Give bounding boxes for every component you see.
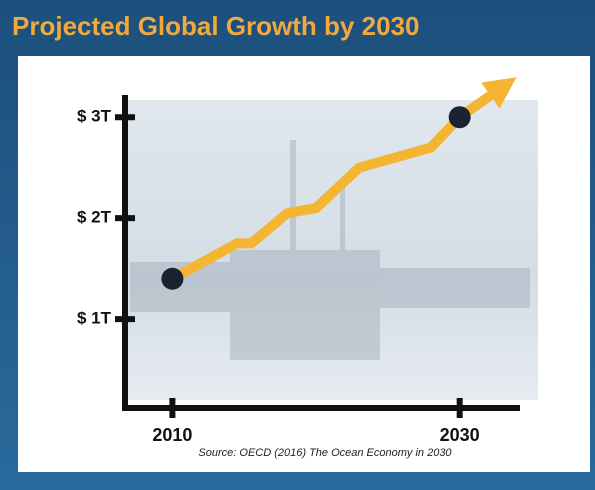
point-marker: [448, 106, 471, 129]
y-tick-label: $ 3T: [77, 107, 112, 126]
y-tick-label: $ 2T: [77, 208, 112, 227]
x-tick-label: 2030: [440, 425, 480, 445]
source: Source: OECD (2016) The Ocean Economy in…: [198, 447, 452, 459]
point-marker: [161, 267, 184, 290]
growth-arrow: [170, 77, 517, 284]
title: Projected Global Growth by 2030: [12, 11, 419, 41]
y-tick-label: $ 1T: [77, 309, 112, 328]
x-tick-label: 2010: [152, 425, 192, 445]
photo: [128, 100, 538, 400]
